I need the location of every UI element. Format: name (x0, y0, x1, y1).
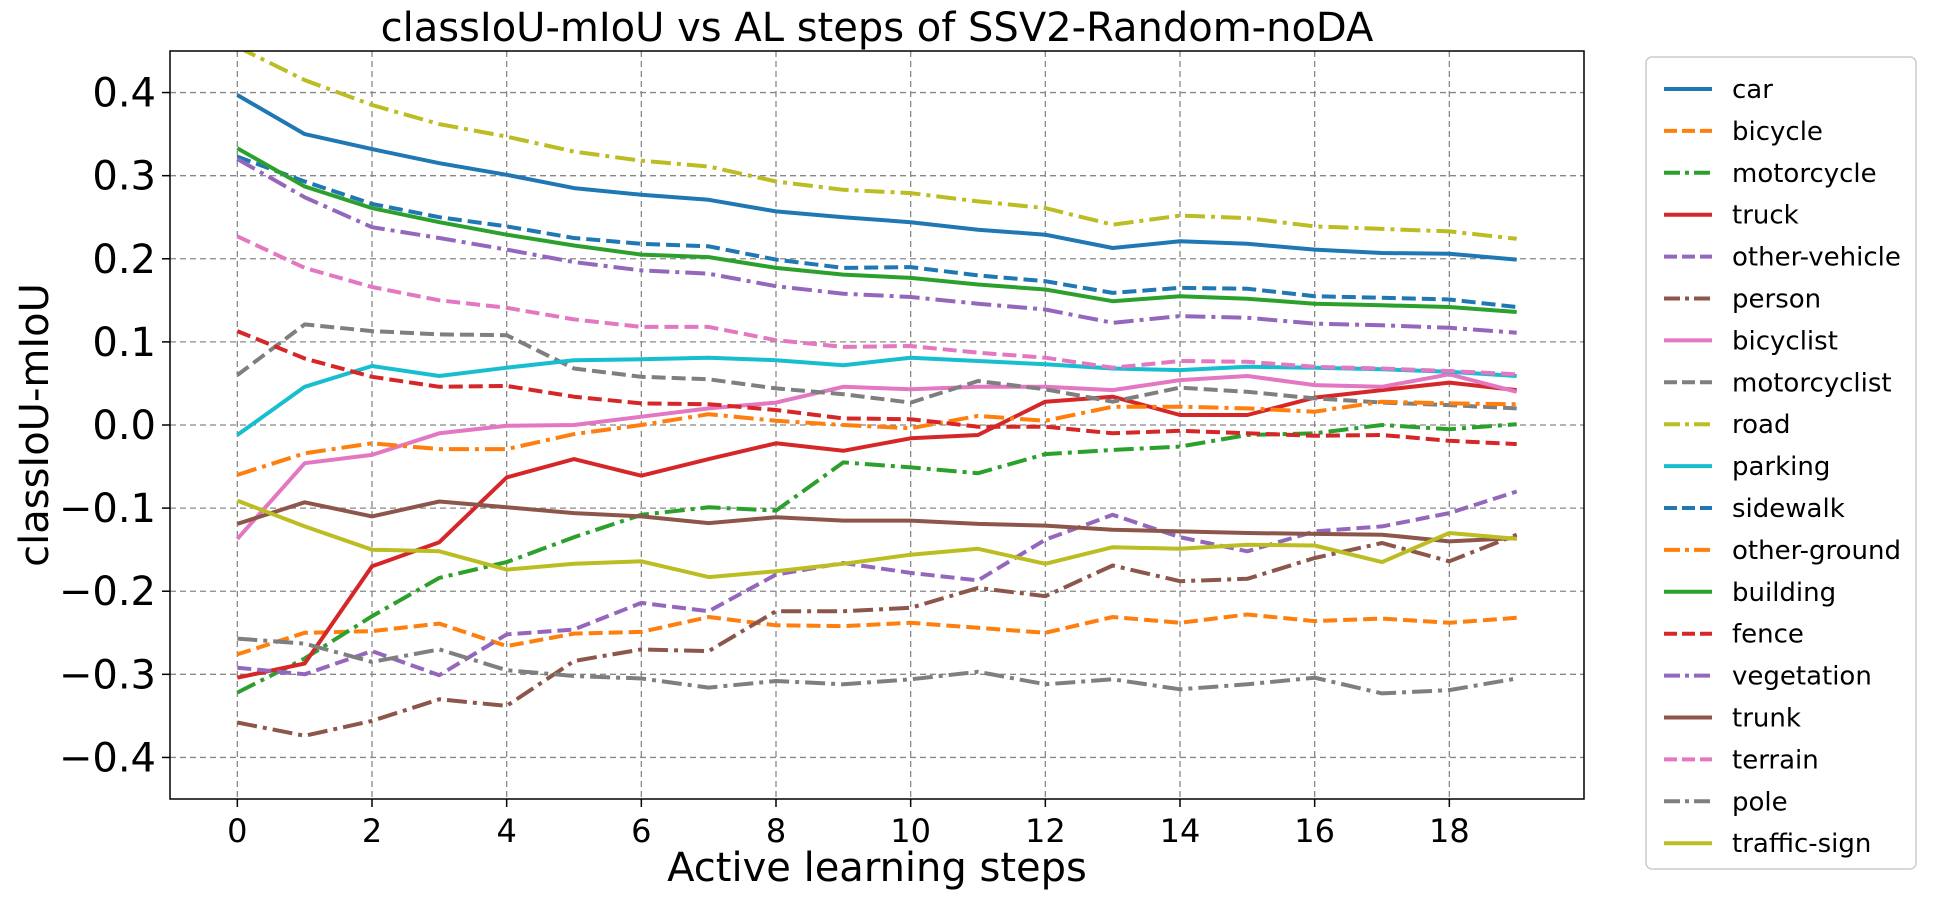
x-tick-label: 8 (766, 812, 786, 850)
series-line-other-ground (236, 399, 1517, 477)
y-tick-label: 0.0 (92, 403, 156, 449)
y-tick-label: −0.1 (59, 486, 156, 532)
y-ticks: −0.4 −0.3 −0.2 −0.1 0.0 0.1 0.2 0.3 0.4 (59, 71, 170, 781)
legend-label: sidewalk (1732, 494, 1845, 524)
y-tick-label: −0.2 (59, 569, 156, 615)
series-line-traffic-sign (236, 498, 1517, 580)
x-tick-label: 2 (362, 812, 382, 850)
series-line-bicycle (236, 612, 1517, 657)
x-tick-label: 16 (1294, 812, 1335, 850)
x-ticks: 0 2 4 6 8 10 12 14 16 18 (227, 799, 1470, 850)
x-tick-label: 6 (631, 812, 651, 850)
series-line-person (236, 532, 1518, 738)
legend-label: vegetation (1732, 662, 1872, 692)
series-line-bicyclist (235, 372, 1518, 541)
y-tick-label: −0.3 (59, 652, 156, 698)
legend-label: person (1732, 285, 1821, 315)
legend-label: building (1732, 578, 1836, 608)
legend-label: bicycle (1732, 117, 1823, 147)
series-line-fence (236, 329, 1517, 447)
series-line-trunk (236, 499, 1517, 544)
series-line-motorcycle (236, 422, 1517, 695)
series-lines (235, 51, 1518, 738)
y-tick-label: 0.3 (92, 154, 156, 200)
series-line-vegetation (236, 157, 1517, 335)
series-line-car (236, 93, 1517, 262)
chart-title: classIoU-mIoU vs AL steps of SSV2-Random… (381, 5, 1374, 51)
series-line-pole (237, 636, 1518, 696)
x-axis-label: Active learning steps (667, 845, 1087, 891)
series-line-building (236, 146, 1517, 314)
legend-label: other-vehicle (1732, 243, 1901, 273)
legend-label: traffic-sign (1732, 829, 1871, 859)
x-tick-label: 18 (1429, 812, 1470, 850)
legend-frame (1645, 56, 1917, 870)
series-line-motorcyclist (236, 322, 1517, 411)
legend-label: fence (1732, 620, 1804, 650)
series-line-truck (236, 380, 1517, 680)
series-line-terrain (236, 234, 1517, 377)
y-tick-label: 0.1 (92, 320, 156, 366)
legend-label: motorcycle (1732, 159, 1877, 189)
legend-label: motorcyclist (1732, 368, 1892, 398)
legend-label: parking (1732, 452, 1830, 482)
x-tick-label: 0 (227, 812, 247, 850)
x-tick-label: 10 (890, 812, 931, 850)
x-tick-label: 12 (1025, 812, 1066, 850)
y-tick-label: 0.2 (92, 237, 156, 283)
series-line-road (241, 51, 1517, 241)
y-tick-label: 0.4 (92, 71, 156, 117)
legend-label: truck (1732, 201, 1799, 231)
x-tick-label: 14 (1160, 812, 1201, 850)
legend-label: bicyclist (1732, 326, 1838, 356)
legend-label: car (1732, 75, 1773, 105)
series-line-sidewalk (236, 154, 1517, 309)
legend-label: pole (1732, 787, 1788, 817)
legend-label: road (1732, 410, 1790, 440)
legend-label: terrain (1732, 745, 1819, 775)
y-tick-label: −0.4 (59, 735, 156, 781)
x-tick-label: 4 (496, 812, 516, 850)
legend-label: trunk (1732, 704, 1801, 734)
legend: car bicycle motorcycle truck other-vehicle pe… (1645, 56, 1917, 870)
legend-label: other-ground (1732, 536, 1901, 566)
y-axis-label: classIoU-mIoU (12, 283, 58, 567)
